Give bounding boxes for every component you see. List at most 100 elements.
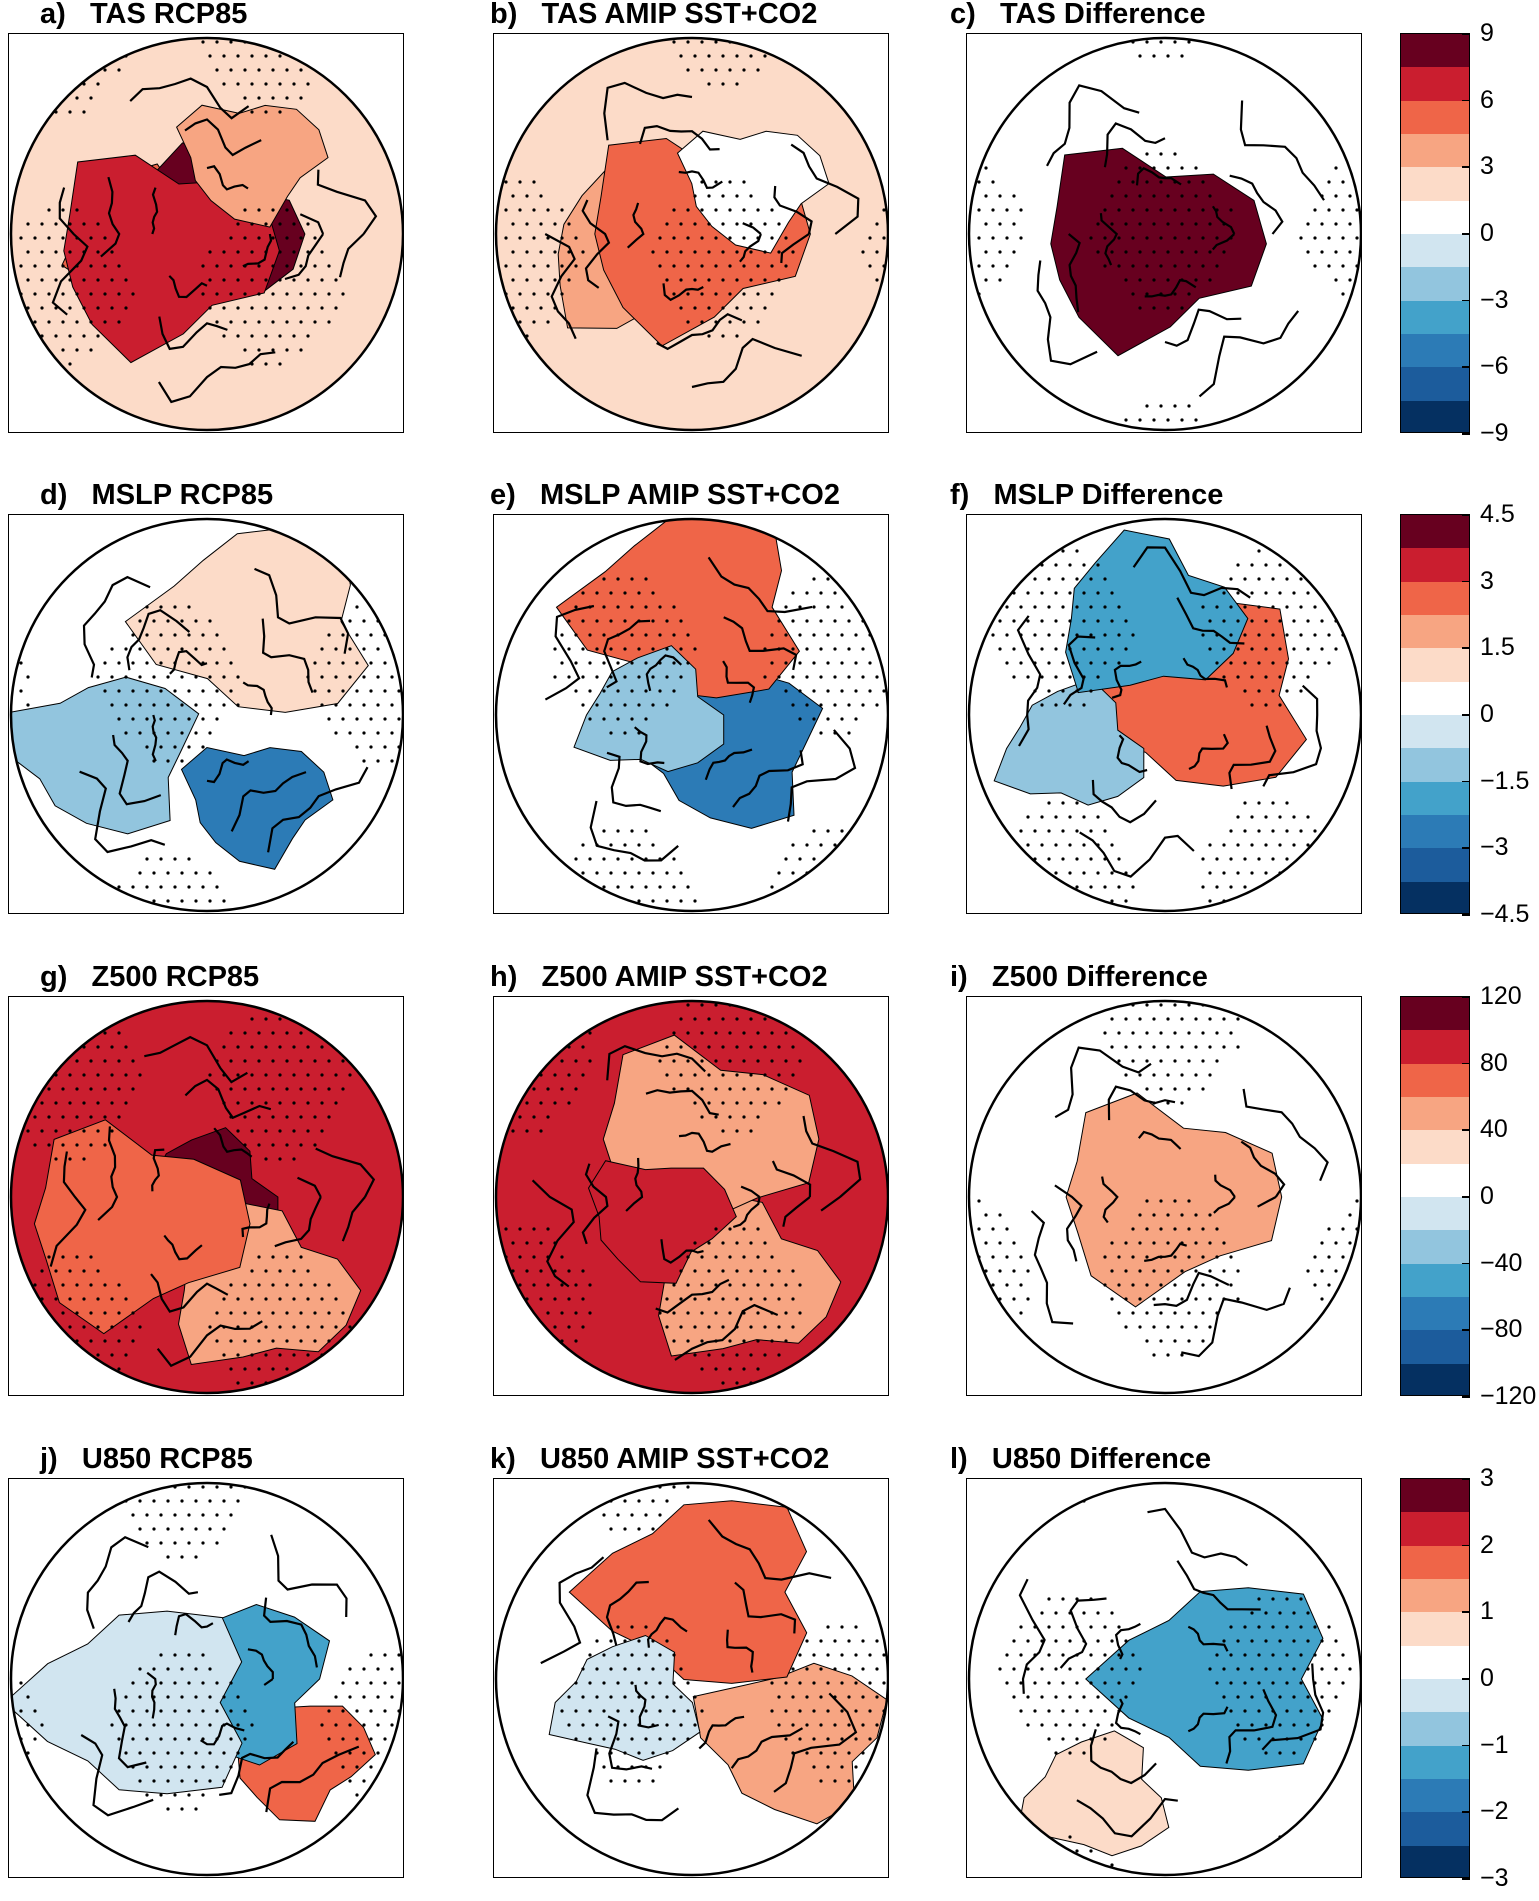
- significance-stippling: [553, 577, 886, 903]
- colorbar-tick-label: 1.5: [1480, 633, 1515, 662]
- significance-stippling: [26, 1017, 352, 1385]
- colorbar-tick-mark: [1462, 33, 1470, 35]
- polar-boundary: [967, 36, 1361, 432]
- significance-stippling: [504, 40, 886, 338]
- map-panel: [8, 1478, 404, 1878]
- panel-title: b) TAS AMIP SST+CO2: [490, 0, 818, 30]
- colorbar-tick-label: 0: [1480, 700, 1494, 728]
- map-panel: [493, 514, 889, 914]
- colorbar-tick-label: −2: [1480, 1797, 1509, 1826]
- colorbar-segment: [1401, 1612, 1469, 1647]
- coastline: [531, 1045, 862, 1361]
- colorbar-segment: [1401, 615, 1469, 650]
- coastline: [540, 1519, 858, 1822]
- colorbar-tick-mark: [1462, 299, 1470, 302]
- colorbar-tick-mark: [1462, 714, 1470, 716]
- colorbar-tick-mark: [1462, 1329, 1470, 1331]
- contour-region: [1085, 1587, 1324, 1771]
- colorbar-segment: [1401, 1745, 1469, 1780]
- colorbar-tick-mark: [1462, 1544, 1470, 1547]
- map-panel: [966, 33, 1362, 433]
- colorbar-segment: [1401, 367, 1469, 402]
- contour-region: [587, 1160, 737, 1284]
- colorbar-segment: [1401, 1645, 1469, 1680]
- colorbar-tick-mark: [1462, 996, 1470, 998]
- panel-title: f) MSLP Difference: [950, 479, 1224, 511]
- colorbar-segment: [1401, 167, 1469, 202]
- coastline: [544, 556, 857, 862]
- panel-title: k) U850 AMIP SST+CO2: [490, 1443, 830, 1475]
- polar-boundary: [9, 1481, 403, 1877]
- panel-title: d) MSLP RCP85: [40, 479, 274, 511]
- colorbar-tick-label: −9: [1480, 419, 1509, 447]
- colorbar-tick-mark: [1462, 99, 1470, 102]
- colorbar-tick-label: 0: [1480, 1664, 1494, 1692]
- colorbar-tick-label: −80: [1480, 1315, 1523, 1344]
- contour-region: [175, 104, 329, 228]
- colorbar-tick-mark: [1462, 1062, 1470, 1065]
- polar-boundary: [494, 517, 888, 913]
- colorbar-segment: [1401, 1330, 1469, 1365]
- panel-title: c) TAS Difference: [950, 0, 1206, 30]
- significance-stippling: [19, 1485, 401, 1811]
- colorbar-tick-mark: [1462, 433, 1470, 435]
- contour-region: [568, 1500, 808, 1684]
- colorbar-segment: [1401, 200, 1469, 235]
- significance-stippling: [991, 549, 1345, 903]
- colorbar-tick-mark: [1462, 1611, 1470, 1613]
- panel-title: l) U850 Difference: [950, 1443, 1212, 1475]
- panel-title: h) Z500 AMIP SST+CO2: [490, 961, 828, 993]
- colorbar-tick-label: −40: [1480, 1248, 1523, 1277]
- panel-title: g) Z500 RCP85: [40, 961, 260, 993]
- colorbar-segment: [1401, 748, 1469, 783]
- colorbar-segment: [1401, 648, 1469, 683]
- colorbar-tick-mark: [1462, 580, 1470, 583]
- colorbar-segment: [1401, 67, 1469, 102]
- colorbar-tick-label: 1: [1480, 1597, 1494, 1626]
- colorbar-tick-mark: [1462, 1129, 1470, 1131]
- contour-region: [11, 676, 200, 835]
- colorbar-segment: [1401, 1297, 1469, 1332]
- colorbar-segment: [1401, 1812, 1469, 1847]
- coastline: [1016, 546, 1323, 878]
- colorbar-tick-mark: [1462, 514, 1470, 516]
- colorbar-tick-label: −6: [1480, 352, 1509, 381]
- colorbar-tick-mark: [1462, 1678, 1470, 1680]
- polar-boundary: [967, 999, 1361, 1395]
- colorbar-tick-label: −4.5: [1480, 900, 1530, 928]
- colorbar-tick-mark: [1462, 366, 1470, 368]
- map-panel: [966, 514, 1362, 914]
- polar-boundary: [494, 999, 888, 1395]
- map-panel: [8, 514, 404, 914]
- map-panel: [493, 33, 889, 433]
- contour-region: [555, 519, 801, 699]
- colorbar-tick-label: −1.5: [1480, 766, 1530, 795]
- colorbar-tick-mark: [1462, 1196, 1470, 1198]
- colorbar-segment: [1401, 1197, 1469, 1232]
- coastline: [1018, 1507, 1325, 1838]
- colorbar-tick-label: 3: [1480, 566, 1494, 595]
- polar-boundary: [494, 36, 888, 432]
- colorbar-segment: [1401, 134, 1469, 169]
- colorbar-tick-label: 80: [1480, 1048, 1508, 1077]
- colorbar-segment: [1401, 1579, 1469, 1614]
- colorbar-tick-label: −3: [1480, 285, 1509, 314]
- colorbar-segment: [1401, 881, 1469, 913]
- colorbar: [1400, 514, 1470, 914]
- polar-boundary: [494, 1481, 888, 1877]
- colorbar-segment: [1401, 1363, 1469, 1395]
- colorbar-tick-mark: [1462, 847, 1470, 849]
- colorbar-segment: [1401, 781, 1469, 816]
- colorbar-tick-mark: [1462, 780, 1470, 783]
- panel-title: j) U850 RCP85: [40, 1443, 253, 1475]
- map-panel: [493, 1478, 889, 1878]
- colorbar-segment: [1401, 234, 1469, 269]
- coastline: [79, 567, 369, 854]
- colorbar-segment: [1401, 581, 1469, 616]
- colorbar: [1400, 33, 1470, 433]
- colorbar-tick-label: −120: [1480, 1382, 1537, 1410]
- colorbar-segment: [1401, 1512, 1469, 1547]
- polar-boundary: [967, 517, 1361, 913]
- colorbar-segment: [1401, 267, 1469, 302]
- panel-title: a) TAS RCP85: [40, 0, 248, 30]
